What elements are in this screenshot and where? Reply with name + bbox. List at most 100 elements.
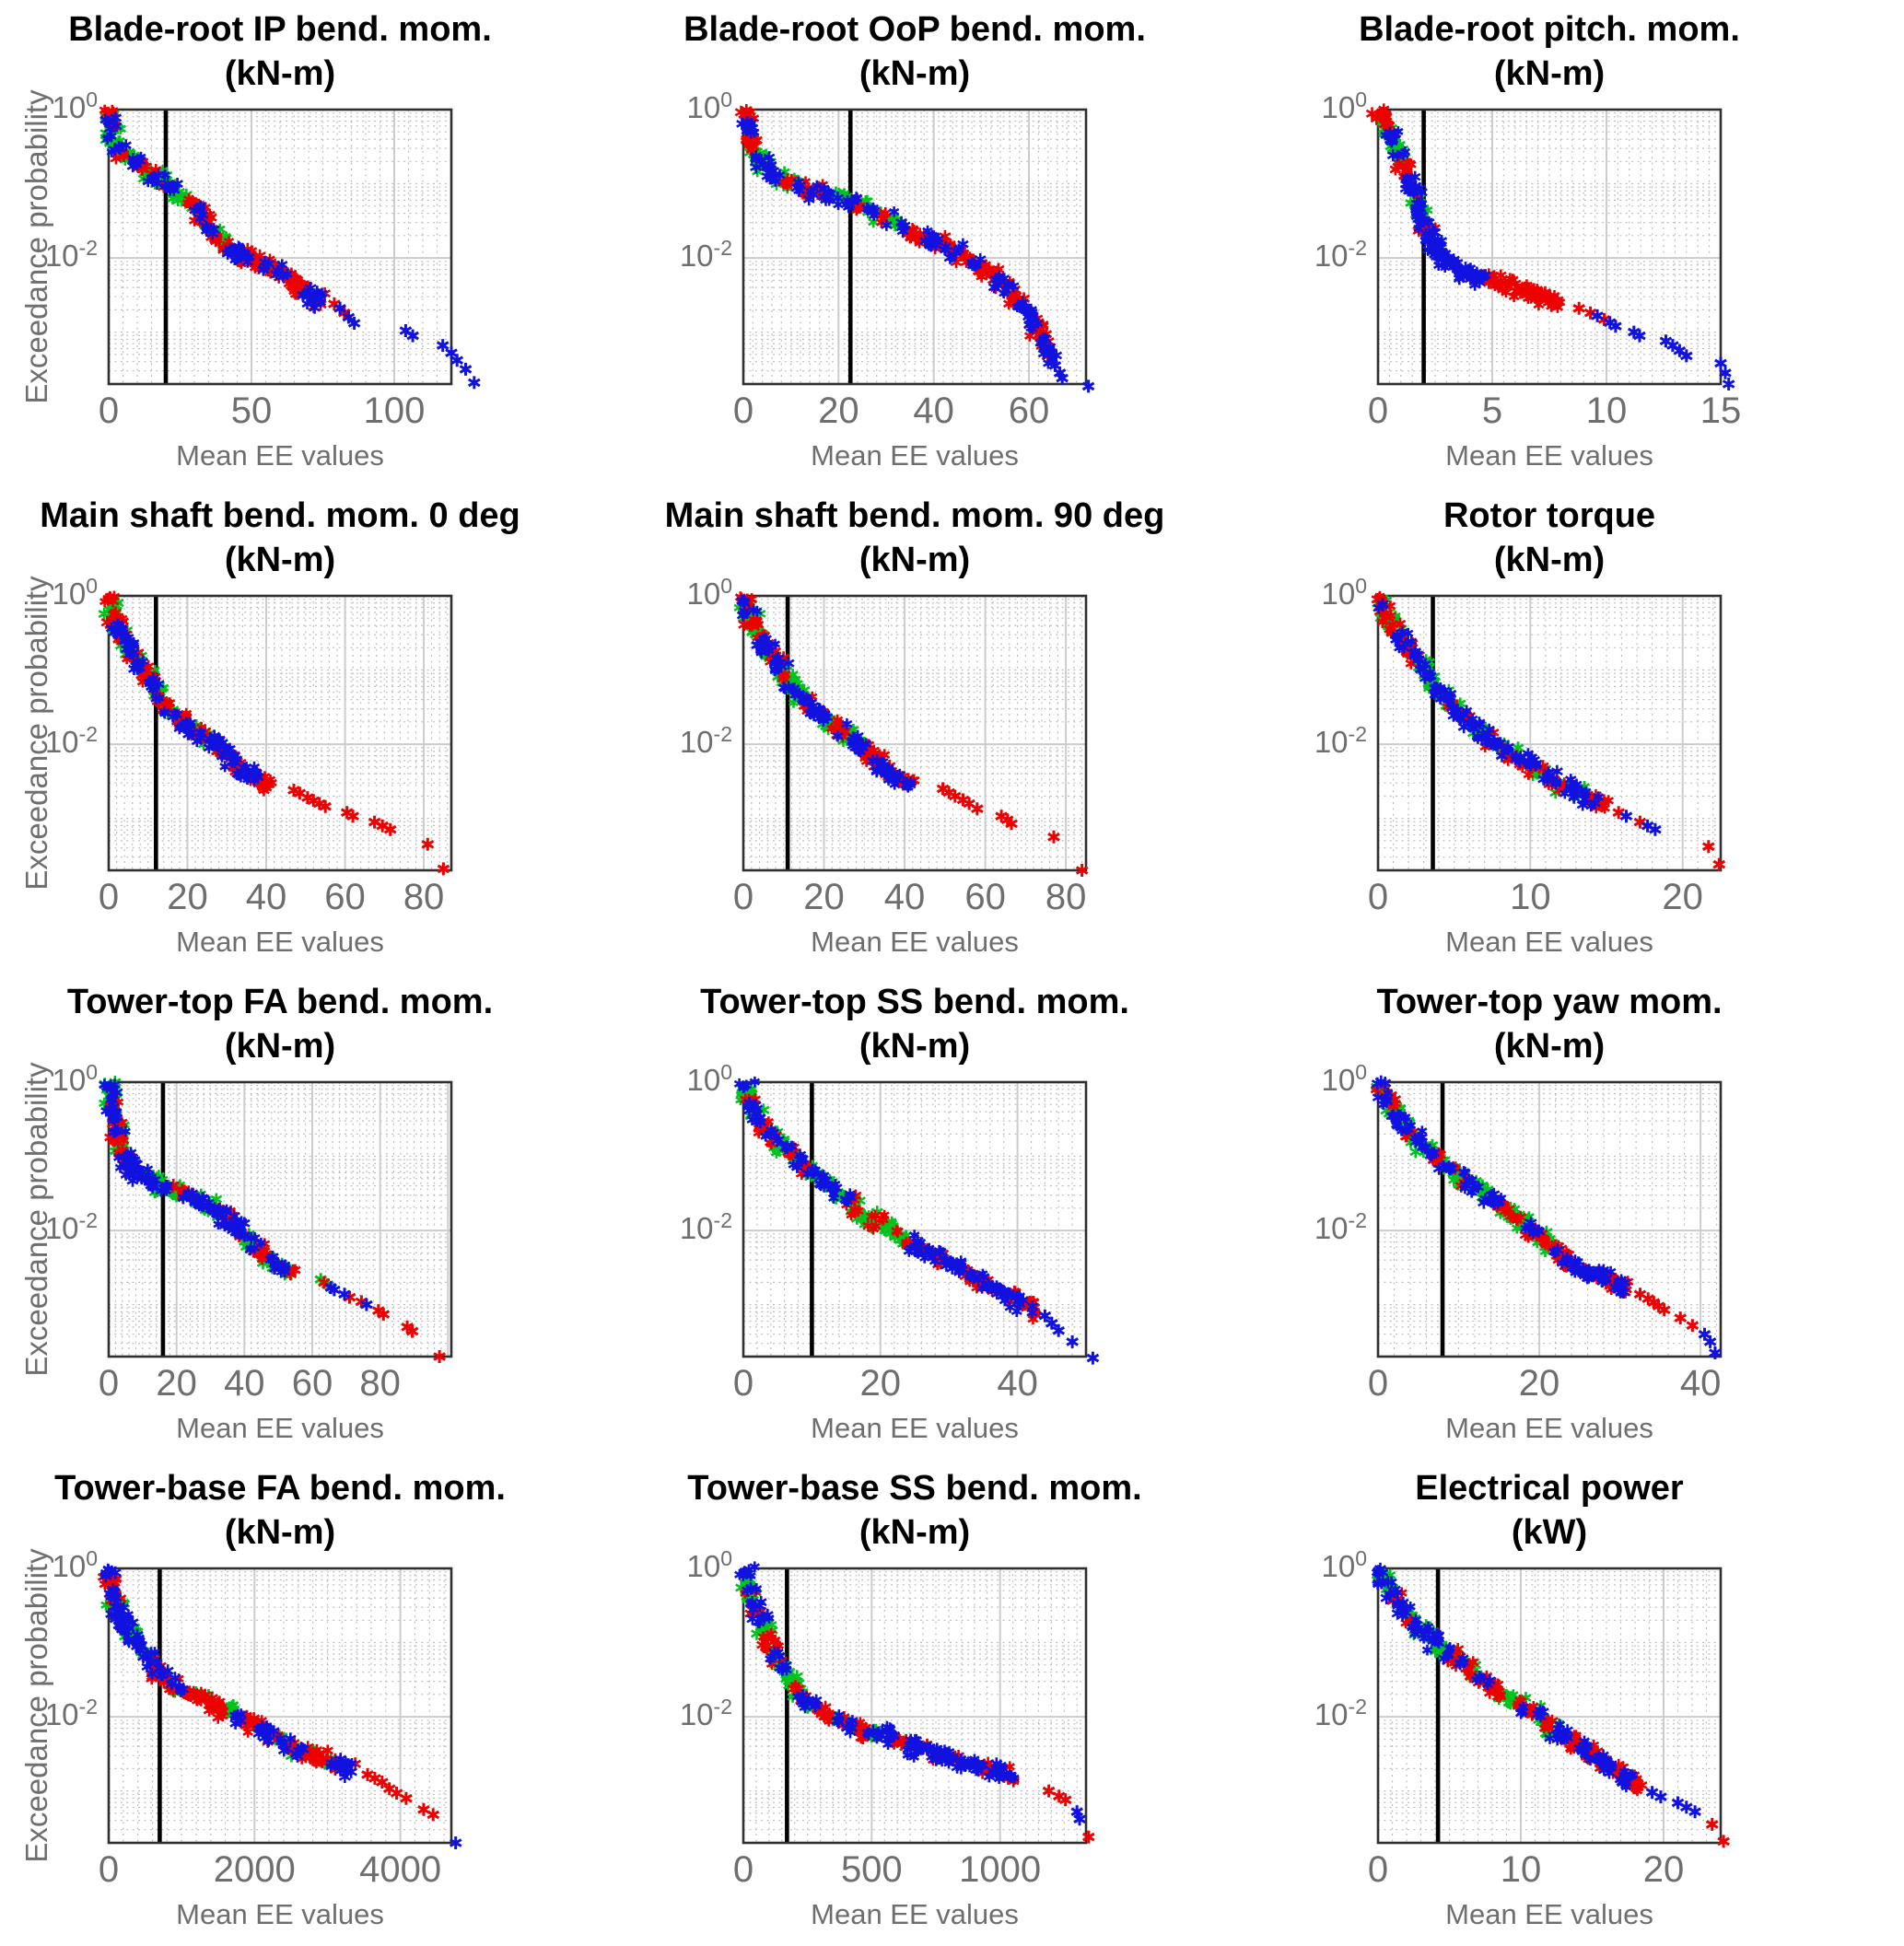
plot-canvas [97, 1563, 462, 1849]
x-axis-label: Mean EE values [811, 1898, 1019, 1930]
y-tick-base: 10 [1314, 1697, 1349, 1732]
y-tick-exponent: -2 [78, 1695, 98, 1719]
x-tick-label: 60 [291, 1363, 333, 1404]
plot-title-line1: Tower-top FA bend. mom. [66, 983, 494, 1021]
x-axis-label: Mean EE values [176, 1412, 384, 1444]
x-tick-label: 500 [840, 1849, 903, 1890]
plot-title-unit: (kN-m) [859, 1513, 971, 1552]
y-tick-exponent: -2 [1348, 1695, 1367, 1719]
x-tick-label: 80 [359, 1363, 401, 1404]
y-tick-base: 10 [686, 1063, 721, 1097]
x-tick-label: 1000 [959, 1849, 1042, 1890]
minor-grid [1378, 596, 1721, 870]
y-tick-base: 10 [1314, 239, 1349, 274]
tail-markers-red [328, 297, 351, 320]
y-tick-exponent: -2 [1348, 236, 1367, 261]
y-axis-label: Exceedance probability [19, 89, 53, 404]
tail-markers-blue [324, 1281, 373, 1311]
plot-title-line1: Tower-top SS bend. mom. [700, 983, 1129, 1021]
y-tick-exponent: 0 [1355, 1546, 1367, 1570]
axes-box [742, 594, 1088, 872]
y-tick-label: 10-2 [0, 236, 98, 274]
axes-box [742, 1567, 1088, 1845]
tail-markers-red [1633, 1288, 1700, 1333]
plot-title-line1: Main shaft bend. mom. 0 deg [40, 496, 520, 535]
major-grid [1378, 596, 1721, 870]
major-grid [1378, 1082, 1721, 1357]
x-tick-label: 40 [883, 877, 926, 917]
y-tick-label: 10-2 [1269, 1208, 1367, 1246]
scatter-markers-blue [1371, 1562, 1638, 1793]
x-tick-label: 0 [732, 1849, 754, 1890]
y-tick-base: 10 [44, 1697, 79, 1732]
plot-title-unit: (kN-m) [1493, 541, 1606, 579]
x-axis-label: Mean EE values [1445, 439, 1653, 472]
plot-title: Main shaft bend. mom. 90 deg (kN-m) [665, 494, 1165, 582]
plot-title-unit: (kW) [1511, 1513, 1588, 1552]
x-tick-label: 10 [1500, 1849, 1542, 1890]
x-tick-label: 20 [1662, 877, 1703, 917]
tail-markers-red [361, 1767, 440, 1822]
y-tick-label: 100 [635, 1546, 732, 1584]
scatter-markers-blue [99, 111, 328, 314]
plot-title: Tower-base SS bend. mom. (kN-m) [687, 1466, 1141, 1555]
axes-box [107, 594, 453, 872]
tail-markers-blue [449, 1836, 462, 1849]
tail-markers-blue [1070, 1805, 1086, 1826]
y-tick-exponent: -2 [713, 1695, 732, 1719]
y-tick-label: 10-2 [1269, 236, 1367, 274]
x-tick-label: 20 [1518, 1363, 1560, 1404]
plot-title: Blade-root OoP bend. mom. (kN-m) [683, 7, 1146, 96]
x-tick-label: 2000 [213, 1849, 296, 1890]
minor-grid [109, 596, 451, 870]
plot-title-unit: (kN-m) [224, 541, 336, 579]
y-tick-exponent: 0 [1355, 1060, 1367, 1084]
y-tick-label: 10-2 [1269, 722, 1367, 760]
x-tick-label: 60 [964, 877, 1006, 917]
scatter-markers-blue [105, 618, 264, 787]
major-grid [1378, 110, 1722, 384]
y-tick-exponent: 0 [86, 87, 98, 111]
major-grid [109, 1568, 451, 1843]
y-axis-label: Exceedance probability [19, 1548, 53, 1863]
x-tick-label: 0 [1367, 877, 1389, 917]
y-tick-exponent: 0 [1355, 87, 1367, 111]
y-tick-base: 10 [1321, 90, 1356, 124]
subplot-1: Blade-root OoP bend. mom. (kN-m) 0 20 40 60 Me… [635, 0, 1269, 486]
y-tick-label: 10-2 [635, 1695, 732, 1732]
y-tick-exponent: -2 [78, 236, 98, 261]
minor-grid [743, 1082, 1087, 1357]
tail-markers-blue [1619, 810, 1662, 836]
y-tick-base: 10 [44, 725, 79, 760]
y-axis-label: Exceedance probability [19, 576, 53, 891]
y-tick-base: 10 [52, 1063, 87, 1097]
x-axis-label: Mean EE values [176, 439, 384, 472]
y-tick-base: 10 [1321, 1063, 1356, 1097]
y-tick-base: 10 [679, 239, 714, 274]
axes-box [107, 108, 453, 386]
y-tick-label: 10-2 [1269, 1695, 1367, 1732]
y-tick-base: 10 [679, 725, 714, 760]
subplot-4: Main shaft bend. mom. 90 deg (kN-m) 0 20 40 6… [635, 486, 1269, 973]
plot-title-line1: Main shaft bend. mom. 90 deg [664, 496, 1165, 535]
y-tick-exponent: 0 [86, 1060, 98, 1084]
x-tick-label: 0 [1367, 390, 1389, 431]
x-tick-label: 40 [245, 877, 287, 917]
scatter-markers-red [104, 1096, 301, 1281]
y-tick-exponent: 0 [720, 1060, 732, 1084]
plot-canvas [98, 590, 453, 876]
scatter-markers-blue [736, 115, 1063, 369]
scatter-markers-blue [734, 1561, 1020, 1784]
plot-title-line1: Tower-base SS bend. mom. [687, 1469, 1142, 1508]
plot-title: Tower-top SS bend. mom. (kN-m) [700, 980, 1129, 1068]
y-tick-exponent: -2 [713, 722, 732, 747]
minor-grid [109, 110, 452, 384]
scatter-markers-red [99, 104, 332, 313]
plot-title: Tower-base FA bend. mom. (kN-m) [54, 1466, 506, 1555]
x-tick-label: 0 [98, 1849, 120, 1890]
tail-markers-blue [1645, 1786, 1701, 1819]
y-tick-label: 100 [0, 574, 98, 612]
y-tick-label: 100 [1269, 574, 1367, 612]
y-tick-label: 100 [1269, 1060, 1367, 1098]
plot-title-line1: Tower-base FA bend. mom. [54, 1469, 506, 1508]
